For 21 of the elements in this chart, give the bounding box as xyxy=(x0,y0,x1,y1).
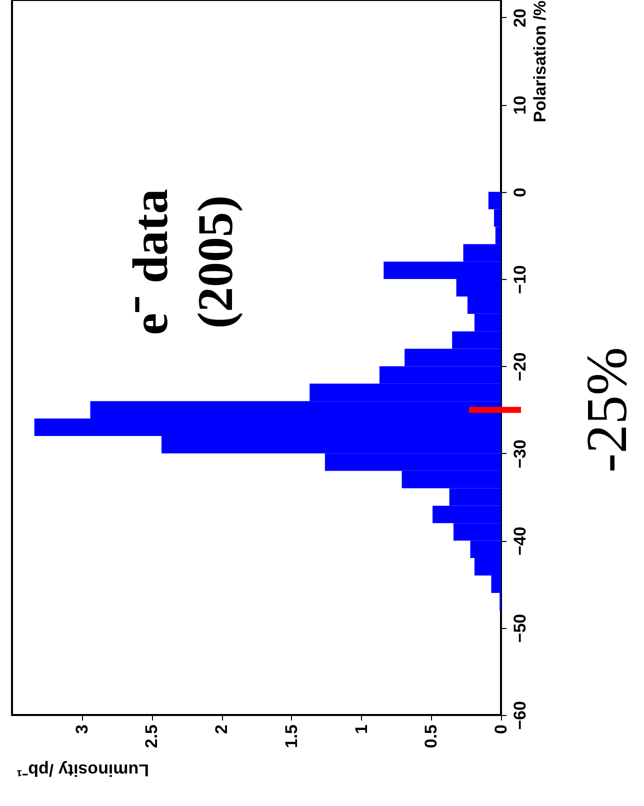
y-tick-label: −40 xyxy=(510,526,530,556)
ref-line-label: -25% xyxy=(574,346,639,473)
y-tick-label: 10 xyxy=(510,96,530,115)
y-tick-label: 0 xyxy=(510,188,530,198)
y-tick-label: −50 xyxy=(510,614,530,643)
y-tick-label: −20 xyxy=(510,352,530,382)
x-axis-title: Luminosity /pb⁻¹ xyxy=(16,760,150,780)
x-tick-label: 0 xyxy=(492,724,510,734)
x-tick-label: 0.5 xyxy=(422,724,441,748)
y-axis-title: Polarisation /% xyxy=(530,0,550,122)
annotation: (2005) xyxy=(187,195,243,329)
x-tick-label: 1.5 xyxy=(282,724,301,748)
x-tick-label: 1 xyxy=(352,724,371,734)
y-tick-label: 20 xyxy=(510,8,530,28)
x-tick-label: 2.5 xyxy=(142,724,162,748)
y-tick-label: −30 xyxy=(510,439,530,468)
y-tick-label: −10 xyxy=(510,265,530,294)
annotation: e⁻ data xyxy=(122,188,178,336)
y-tick-label: −60 xyxy=(510,701,530,730)
x-tick-label: 3 xyxy=(72,724,92,734)
x-tick-label: 2 xyxy=(212,724,232,734)
